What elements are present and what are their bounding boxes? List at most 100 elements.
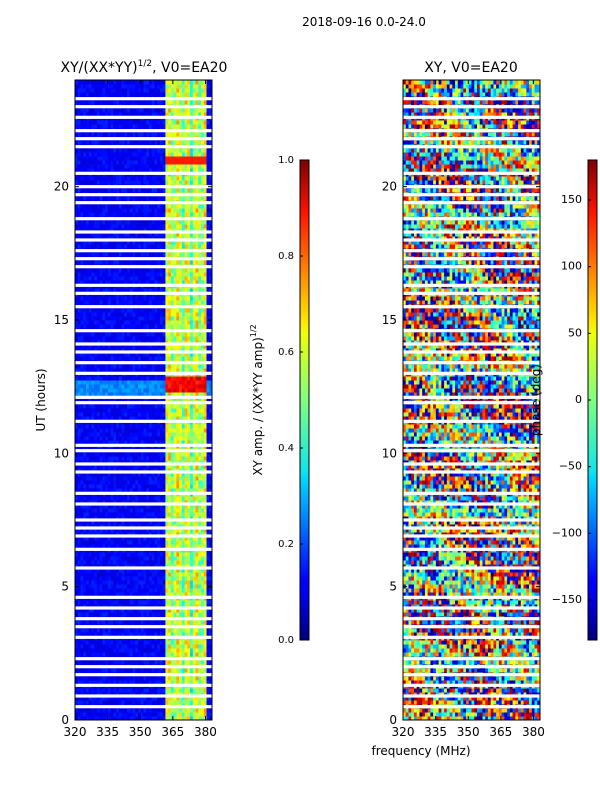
amplitude-cell bbox=[96, 700, 101, 705]
amplitude-cell bbox=[159, 660, 164, 665]
amplitude-cell bbox=[140, 476, 144, 481]
amplitude-cell bbox=[195, 648, 199, 653]
amplitude-cell bbox=[179, 536, 183, 541]
amplitude-cell bbox=[105, 460, 109, 465]
amplitude-cell bbox=[132, 532, 136, 537]
amplitude-cell bbox=[209, 600, 212, 605]
amplitude-cell bbox=[179, 584, 183, 589]
amplitude-cell bbox=[148, 580, 153, 585]
amplitude-cell bbox=[143, 352, 147, 357]
amplitude-cell bbox=[195, 528, 199, 533]
amplitude-cell bbox=[85, 472, 90, 477]
amplitude-cell bbox=[140, 564, 144, 569]
amplitude-cell bbox=[154, 336, 158, 341]
amplitude-cell bbox=[187, 324, 191, 329]
amplitude-cell bbox=[151, 544, 155, 549]
amplitude-cell bbox=[192, 460, 197, 465]
amplitude-cell bbox=[102, 536, 106, 541]
amplitude-cell bbox=[195, 708, 199, 713]
amplitude-cell bbox=[206, 716, 210, 720]
amplitude-cell bbox=[85, 516, 90, 521]
amplitude-cell bbox=[102, 560, 106, 565]
amplitude-cell bbox=[118, 536, 123, 541]
amplitude-cell bbox=[105, 416, 109, 421]
amplitude-cell bbox=[192, 348, 197, 353]
amplitude-cell bbox=[129, 632, 134, 637]
amplitude-cell bbox=[85, 332, 90, 337]
amplitude-cell bbox=[157, 424, 161, 429]
amplitude-cell bbox=[129, 520, 134, 525]
amplitude-cell bbox=[135, 592, 139, 597]
amplitude-cell bbox=[80, 572, 84, 577]
amplitude-cell bbox=[190, 452, 194, 457]
amplitude-cell bbox=[102, 544, 106, 549]
amplitude-cell bbox=[140, 468, 144, 473]
amplitude-cell bbox=[151, 668, 155, 673]
amplitude-cell bbox=[168, 584, 172, 589]
amplitude-cell bbox=[110, 512, 114, 517]
amplitude-cell bbox=[121, 348, 125, 353]
amplitude-cell bbox=[190, 572, 194, 577]
amplitude-cell bbox=[206, 524, 210, 529]
amplitude-cell bbox=[129, 692, 134, 697]
amplitude-cell bbox=[146, 572, 150, 577]
amplitude-cell bbox=[168, 332, 172, 337]
amplitude-cell bbox=[138, 472, 142, 477]
amplitude-cell bbox=[148, 496, 153, 501]
amplitude-cell bbox=[148, 604, 153, 609]
amplitude-cell bbox=[157, 456, 161, 461]
amplitude-cell bbox=[138, 424, 142, 429]
amplitude-cell bbox=[201, 556, 205, 561]
amplitude-cell bbox=[192, 648, 197, 653]
amplitude-cell bbox=[110, 356, 114, 361]
amplitude-cell bbox=[113, 452, 117, 457]
amplitude-cell bbox=[140, 532, 144, 537]
amplitude-cell bbox=[179, 560, 183, 565]
amplitude-cell bbox=[209, 696, 212, 701]
amplitude-cell bbox=[168, 560, 172, 565]
amplitude-cell bbox=[201, 524, 205, 529]
amplitude-cell bbox=[129, 700, 134, 705]
amplitude-cell bbox=[121, 716, 125, 720]
amplitude-cell bbox=[75, 564, 79, 569]
amplitude-cell bbox=[198, 696, 202, 701]
amplitude-cell bbox=[116, 480, 120, 485]
amplitude-cell bbox=[85, 404, 90, 409]
amplitude-cell bbox=[154, 416, 158, 421]
amplitude-cell bbox=[118, 324, 123, 329]
amplitude-cell bbox=[203, 644, 208, 649]
amplitude-cell bbox=[159, 460, 164, 465]
amplitude-cell bbox=[83, 532, 87, 537]
amplitude-cell bbox=[121, 580, 125, 585]
amplitude-cell bbox=[80, 336, 84, 341]
amplitude-cell bbox=[102, 640, 106, 645]
amplitude-cell bbox=[195, 428, 199, 433]
amplitude-cell bbox=[132, 464, 136, 469]
amplitude-cell bbox=[192, 524, 197, 529]
amplitude-cell bbox=[198, 532, 202, 537]
amplitude-cell bbox=[75, 532, 79, 537]
amplitude-cell bbox=[116, 556, 120, 561]
amplitude-cell bbox=[203, 648, 208, 653]
amplitude-cell bbox=[83, 592, 87, 597]
amplitude-cell bbox=[157, 612, 161, 617]
amplitude-cell bbox=[201, 428, 205, 433]
amplitude-cell bbox=[198, 528, 202, 533]
amplitude-cell bbox=[75, 500, 79, 505]
amplitude-cell bbox=[107, 628, 112, 633]
amplitude-cell bbox=[159, 504, 164, 509]
amplitude-cell bbox=[165, 528, 169, 533]
amplitude-cell bbox=[157, 648, 161, 653]
amplitude-cell bbox=[140, 404, 144, 409]
amplitude-cell bbox=[170, 644, 175, 649]
amplitude-cell bbox=[168, 532, 172, 537]
amplitude-cell bbox=[107, 384, 112, 389]
amplitude-cell bbox=[184, 460, 188, 465]
amplitude-cell bbox=[190, 532, 194, 537]
amplitude-cell bbox=[140, 580, 144, 585]
amplitude-cell bbox=[206, 580, 210, 585]
amplitude-cell bbox=[187, 516, 191, 521]
amplitude-cell bbox=[135, 644, 139, 649]
amplitude-cell bbox=[170, 568, 175, 573]
amplitude-cell bbox=[146, 432, 150, 437]
